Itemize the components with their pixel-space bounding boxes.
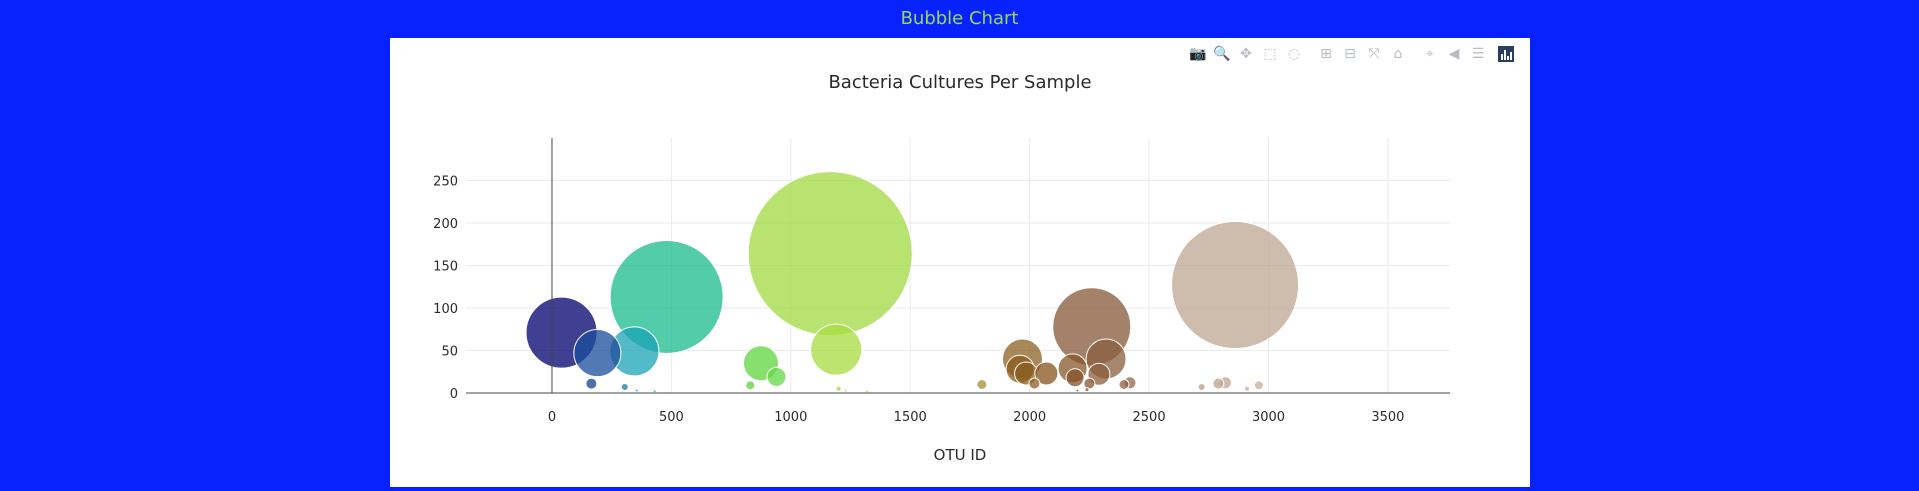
pan-icon[interactable]: ✥ [1240, 46, 1252, 62]
autoscale-icon[interactable]: ⤧ [1368, 46, 1380, 62]
bubble-point[interactable] [634, 388, 639, 393]
bubble-point[interactable] [1075, 388, 1080, 393]
bubble-layer[interactable] [525, 171, 1300, 394]
bubble-point[interactable] [1243, 385, 1250, 392]
y-tick-label: 100 [433, 302, 458, 317]
page-heading: Bubble Chart [900, 8, 1019, 29]
bubble-point[interactable] [865, 389, 870, 394]
bubble-point[interactable] [835, 385, 842, 392]
bubble-point[interactable] [810, 323, 863, 376]
y-tick-label: 200 [433, 217, 458, 232]
camera-icon[interactable]: 📷 [1189, 46, 1207, 62]
bubble-point[interactable] [1084, 387, 1090, 393]
y-tick-label: 250 [433, 175, 458, 190]
x-tick-label: 3000 [1252, 410, 1285, 425]
zoom-icon[interactable]: 🔍 [1213, 46, 1231, 62]
bubble-point[interactable] [1034, 361, 1059, 386]
bubble-point[interactable] [766, 366, 787, 387]
hover-compare-icon[interactable]: ☰ [1471, 46, 1485, 62]
x-tick-label: 500 [659, 410, 684, 425]
x-tick-label: 1500 [894, 410, 927, 425]
chart-title: Bacteria Cultures Per Sample [828, 72, 1091, 93]
y-tick-label: 0 [450, 387, 458, 402]
bubble-point[interactable] [1253, 380, 1264, 391]
spike-lines-icon[interactable]: ⌖ [1426, 46, 1434, 62]
bubble-point[interactable] [1171, 221, 1300, 350]
bubble-point[interactable] [976, 379, 988, 390]
plot-container[interactable]: 0 500 1000 1500 2000 2500 3000 3500 0 50 100 150 200… [390, 38, 1530, 487]
x-tick-label: 2000 [1013, 410, 1046, 425]
lasso-select-icon[interactable]: ◌ [1287, 46, 1301, 62]
bubble-point[interactable] [1028, 377, 1041, 390]
bubble-point[interactable] [585, 377, 598, 390]
zoom-in-icon[interactable]: ⊞ [1320, 46, 1332, 62]
box-select-icon[interactable]: ⬚ [1263, 46, 1277, 62]
y-tick-label: 50 [441, 345, 458, 360]
bubble-point[interactable] [1065, 368, 1085, 388]
reset-axes-icon[interactable]: ⌂ [1393, 46, 1403, 62]
bubble-point[interactable] [573, 329, 622, 378]
hover-closest-icon[interactable]: ◀ [1448, 46, 1460, 62]
modebar: 📷 🔍 ✥ ⬚ ◌ ⊞ ⊟ ⤧ ⌂ ⌖ ◀ ☰ [1186, 42, 1514, 66]
bubble-chart[interactable]: 0 500 1000 1500 2000 2500 3000 3500 0 50 100 150 200… [390, 38, 1530, 487]
x-tick-label: 2500 [1133, 410, 1166, 425]
x-tick-label: 0 [548, 410, 556, 425]
x-tick-label: 3500 [1371, 410, 1404, 425]
bubble-point[interactable] [1118, 379, 1130, 390]
axis-layer [466, 138, 1450, 394]
bubble-point[interactable] [747, 171, 913, 337]
zoom-out-icon[interactable]: ⊟ [1344, 46, 1356, 62]
x-axis-title: OTU ID [934, 446, 987, 464]
y-tick-label: 150 [433, 260, 458, 275]
bubble-point[interactable] [609, 239, 724, 354]
bubble-point[interactable] [1197, 383, 1206, 392]
x-tick-label: 1000 [774, 410, 807, 425]
bubble-point[interactable] [652, 389, 657, 394]
bubble-point[interactable] [843, 388, 848, 393]
bubble-point[interactable] [1083, 377, 1096, 390]
bubble-point[interactable] [620, 383, 629, 392]
bubble-point[interactable] [745, 380, 756, 391]
tick-labels: 0 500 1000 1500 2000 2500 3000 3500 0 50 100 150 200… [433, 175, 1404, 426]
bubble-point[interactable] [1212, 377, 1225, 390]
plotly-logo-icon[interactable] [1498, 46, 1514, 62]
